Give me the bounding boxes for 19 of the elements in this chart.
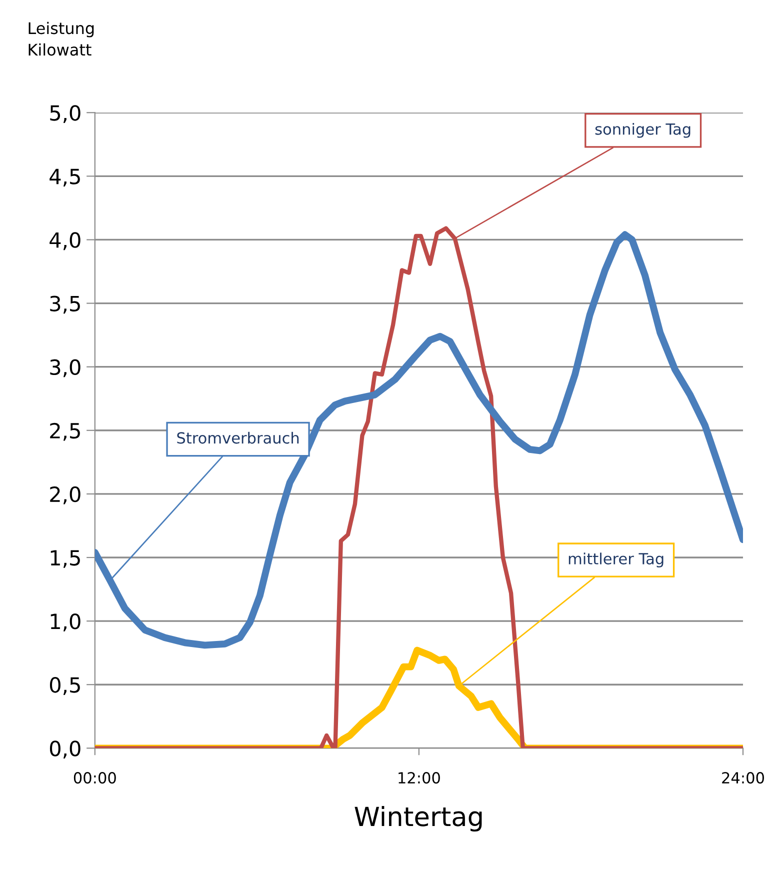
y-tick-label: 3,5 bbox=[50, 296, 80, 314]
y-tick-label: 1,0 bbox=[50, 614, 80, 632]
y-tick-label: 4,0 bbox=[50, 232, 80, 250]
x-tick-label: 12:00 bbox=[398, 772, 440, 784]
y-tick-label: 1,5 bbox=[50, 550, 80, 568]
y-tick-label: 4,5 bbox=[50, 168, 80, 187]
y-tick-label: 0,5 bbox=[50, 677, 80, 695]
text: sonniger Tag bbox=[595, 123, 690, 138]
text: mittlerer Tag bbox=[568, 552, 664, 568]
y-tick-label: 2,5 bbox=[50, 422, 80, 441]
y-tick-label: 5,0 bbox=[50, 105, 80, 123]
x-tick-label: 00:00 bbox=[74, 772, 116, 784]
x-tick-label: 24:00 bbox=[722, 772, 764, 784]
y-axis-title: Leistung Kilowatt bbox=[28, 22, 94, 56]
x-axis-title: Wintertag bbox=[354, 806, 482, 832]
y-tick-label: 3,0 bbox=[50, 359, 80, 378]
series-label: Stromverbrauch bbox=[177, 432, 299, 444]
y-tick-label: 2,0 bbox=[50, 486, 80, 504]
y-tick-label: 0,0 bbox=[50, 740, 80, 758]
